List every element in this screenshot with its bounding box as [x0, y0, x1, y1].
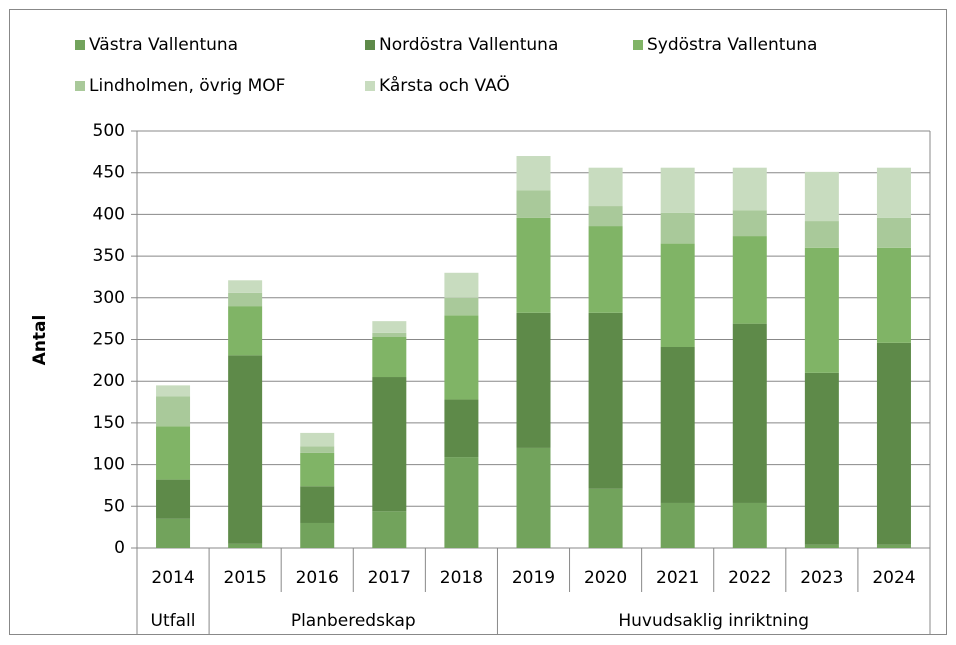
bar-segment — [804, 221, 839, 248]
bar-segment — [156, 479, 191, 519]
group-label: Huvudsaklig inriktning — [618, 611, 809, 631]
bar-segment — [228, 543, 263, 548]
bar-segment — [660, 212, 695, 244]
x-tick-label: 2016 — [296, 568, 339, 588]
bar-segment — [876, 342, 911, 545]
bar-segment — [156, 385, 191, 397]
x-tick-label: 2022 — [728, 568, 771, 588]
bar-segment — [444, 297, 479, 316]
x-tick-label: 2024 — [872, 568, 915, 588]
bar-segment — [156, 518, 191, 548]
bar-segment — [588, 206, 623, 227]
legend-swatch — [365, 40, 375, 50]
bar-segment — [228, 292, 263, 307]
bar-segment — [516, 217, 551, 313]
legend-swatch — [75, 81, 85, 91]
bar-segment — [732, 167, 767, 211]
bar-segment — [732, 323, 767, 503]
bar-segment — [444, 315, 479, 400]
bar-segment — [588, 167, 623, 207]
bar-segment — [300, 432, 335, 447]
bar-segment — [444, 457, 479, 548]
bar-segment — [732, 236, 767, 324]
bar-segment — [156, 426, 191, 480]
bar-segment — [444, 272, 479, 298]
y-tick-label: 0 — [114, 538, 125, 558]
y-tick-label: 100 — [93, 455, 125, 475]
bar-segment — [300, 486, 335, 523]
y-tick-label: 500 — [93, 121, 125, 141]
bar-segment — [228, 280, 263, 293]
bar-segment — [300, 452, 335, 487]
group-label: Planberedskap — [291, 611, 416, 631]
bar-segment — [372, 336, 407, 378]
x-tick-label: 2014 — [151, 568, 194, 588]
bar-segment — [516, 190, 551, 218]
bar-segment — [876, 217, 911, 248]
y-tick-label: 450 — [93, 163, 125, 183]
legend-label: Nordöstra Vallentuna — [379, 35, 558, 55]
bar-segment — [372, 332, 407, 337]
bar-segment — [228, 355, 263, 544]
bar-segment — [804, 544, 839, 548]
bar-segment — [300, 446, 335, 453]
y-tick-label: 400 — [93, 204, 125, 224]
bar-segment — [444, 399, 479, 458]
bar-segment — [300, 522, 335, 548]
x-tick-label: 2021 — [656, 568, 699, 588]
bar-segment — [732, 502, 767, 548]
bar-segment — [588, 226, 623, 313]
bar-segment — [732, 210, 767, 237]
bar-segment — [876, 247, 911, 343]
y-tick-label: 200 — [93, 371, 125, 391]
bar-segment — [660, 243, 695, 348]
x-tick-label: 2018 — [440, 568, 483, 588]
legend-swatch — [365, 81, 375, 91]
bar-segment — [804, 171, 839, 222]
group-label: Utfall — [151, 611, 196, 631]
legend-label: Sydöstra Vallentuna — [647, 35, 817, 55]
bar-segment — [804, 372, 839, 545]
bar-segment — [876, 544, 911, 548]
bar-segment — [660, 167, 695, 213]
bar-segment — [588, 488, 623, 548]
x-tick-label: 2019 — [512, 568, 555, 588]
y-tick-label: 250 — [93, 330, 125, 350]
y-tick-label: 350 — [93, 246, 125, 266]
bar-segment — [228, 306, 263, 356]
y-axis-label: Antal — [30, 315, 50, 366]
legend-label: Kårsta och VAÖ — [379, 74, 510, 96]
x-tick-label: 2023 — [800, 568, 843, 588]
y-tick-label: 50 — [103, 496, 125, 516]
bar-segment — [516, 156, 551, 191]
bar-segment — [660, 502, 695, 548]
legend-label: Västra Vallentuna — [89, 35, 238, 55]
bar-segment — [516, 447, 551, 548]
bar-segment — [372, 511, 407, 548]
bar-segment — [156, 396, 191, 427]
legend-swatch — [75, 40, 85, 50]
x-tick-label: 2017 — [368, 568, 411, 588]
x-tick-label: 2020 — [584, 568, 627, 588]
y-tick-label: 150 — [93, 413, 125, 433]
bar-segment — [804, 247, 839, 373]
bar-segment — [516, 312, 551, 448]
legend-label: Lindholmen, övrig MOF — [89, 76, 285, 96]
bar-segment — [588, 312, 623, 489]
x-tick-label: 2015 — [224, 568, 267, 588]
bar-segment — [372, 321, 407, 333]
bar-segment — [372, 377, 407, 512]
y-tick-label: 300 — [93, 288, 125, 308]
bar-segment — [876, 167, 911, 218]
bar-segment — [660, 347, 695, 503]
legend-swatch — [633, 40, 643, 50]
